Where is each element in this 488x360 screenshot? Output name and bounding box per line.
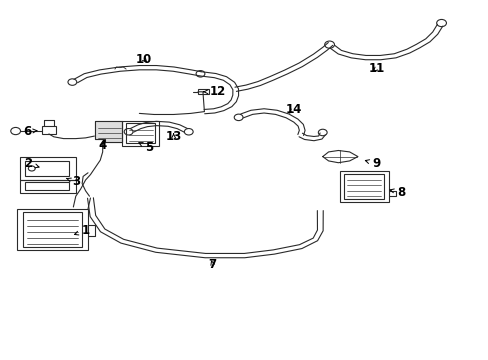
Text: 12: 12 <box>203 85 225 98</box>
Bar <box>198 89 208 94</box>
Text: 11: 11 <box>367 62 384 75</box>
Polygon shape <box>95 121 122 142</box>
Text: 7: 7 <box>208 258 216 271</box>
Bar <box>343 174 384 199</box>
Bar <box>20 157 76 180</box>
Text: 10: 10 <box>136 53 152 66</box>
Text: 13: 13 <box>165 130 182 143</box>
Bar <box>122 121 159 146</box>
Bar <box>20 180 76 193</box>
Text: 3: 3 <box>66 175 80 188</box>
Text: 1: 1 <box>74 224 89 237</box>
Text: 5: 5 <box>139 141 153 154</box>
Text: 9: 9 <box>365 157 380 170</box>
Bar <box>41 126 56 134</box>
Text: 8: 8 <box>389 186 404 199</box>
Bar <box>17 209 88 250</box>
Bar <box>339 171 388 202</box>
Bar <box>25 182 69 190</box>
Bar <box>23 212 82 247</box>
Text: 14: 14 <box>285 103 301 116</box>
Bar <box>125 123 155 143</box>
Text: 4: 4 <box>99 139 106 152</box>
Bar <box>25 161 69 176</box>
Text: 6: 6 <box>23 125 37 138</box>
Text: 2: 2 <box>24 157 39 170</box>
